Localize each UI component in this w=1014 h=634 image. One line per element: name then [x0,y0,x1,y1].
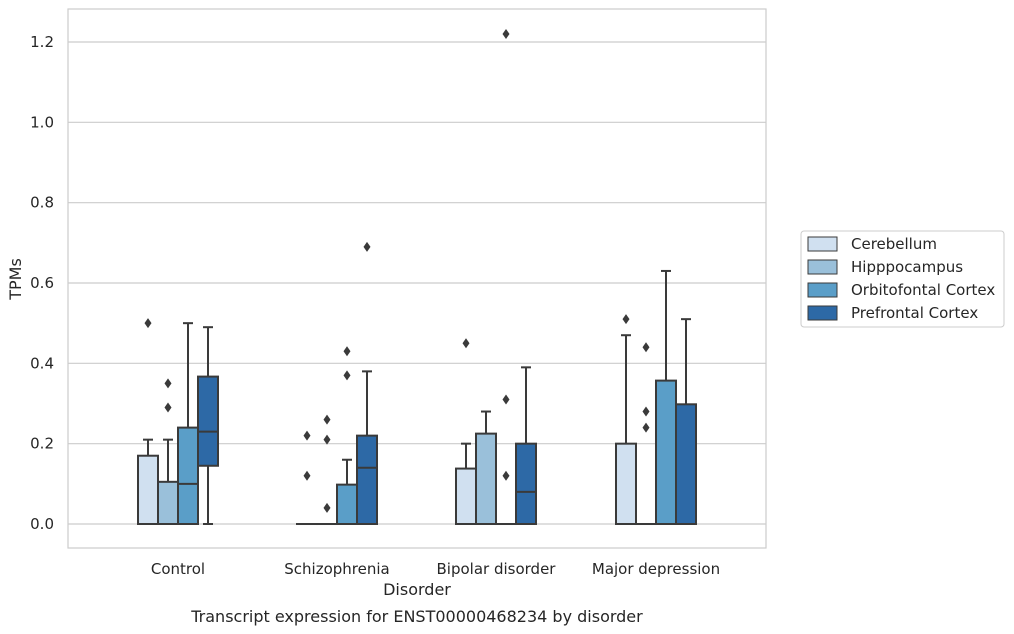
outlier-point [323,434,331,445]
box [515,442,537,525]
outlier-point [642,342,650,353]
box-hipppocampus [316,414,338,526]
legend-label: Cerebellum [851,235,937,253]
y-tick-label: 0.8 [30,194,54,212]
outlier-point [502,394,510,405]
outlier-point [642,406,650,417]
box [675,403,697,526]
box [336,483,358,525]
box-orbitofontal-cortex [336,346,358,525]
box-prefrontal-cortex [197,326,219,525]
box [655,379,677,526]
y-tick-label: 0.6 [30,274,54,292]
legend: Cerebellum Hipppocampus Orbitofontal Corte… [800,230,1005,328]
box [137,454,159,526]
box [197,375,219,467]
box-cerebellum [455,338,477,526]
box-orbitofontal-cortex [177,322,199,526]
outlier-point [164,402,172,413]
box-cerebellum [137,318,159,526]
box [475,432,497,525]
legend-swatch [807,305,838,321]
outlier-point [502,28,510,39]
legend-swatch [807,282,838,298]
legend-swatch [807,259,838,275]
x-tick-label: Bipolar disorder [437,560,557,578]
outlier-point [144,318,152,329]
outlier-point [323,414,331,425]
box-hipppocampus [475,410,497,525]
box-orbitofontal-cortex [495,28,517,526]
box [455,467,477,526]
box-prefrontal-cortex [675,318,697,526]
box-orbitofontal-cortex [655,269,677,526]
chart-caption: Transcript expression for ENST0000046823… [190,607,643,626]
outlier-point [462,338,470,349]
outlier-point [642,422,650,433]
box-cerebellum [296,430,318,526]
legend-label: Hipppocampus [851,258,963,276]
y-tick-label: 1.2 [30,33,54,51]
outlier-point [303,430,311,441]
outlier-point [622,314,630,325]
box [157,480,179,526]
plot-frame [67,8,767,549]
box [615,442,637,525]
outlier-point [502,470,510,481]
x-axis: Control Schizophrenia Bipolar disorder Majo… [151,560,720,578]
box-plots [137,28,697,526]
x-axis-title: Disorder [383,580,451,599]
legend-label: Orbitofontal Cortex [851,281,995,299]
box-prefrontal-cortex [515,366,537,525]
y-tick-label: 0.4 [30,354,54,372]
y-axis: 0.0 0.2 0.4 0.6 0.8 1.0 1.2 [30,33,54,533]
y-tick-label: 0.2 [30,435,54,453]
x-tick-label: Control [151,560,205,578]
x-tick-label: Major depression [592,560,720,578]
outlier-point [323,502,331,513]
outlier-point [343,346,351,357]
legend-frame [800,230,1005,328]
outlier-point [343,370,351,381]
box-prefrontal-cortex [356,241,378,525]
y-tick-label: 1.0 [30,113,54,131]
box-hipppocampus [635,342,657,526]
y-axis-title: TPMs [6,258,25,301]
box [356,434,378,525]
legend-label: Prefrontal Cortex [851,304,978,322]
outlier-point [164,378,172,389]
box-hipppocampus [157,378,179,526]
box-cerebellum [615,314,637,525]
x-tick-label: Schizophrenia [284,560,389,578]
outlier-point [303,470,311,481]
y-tick-label: 0.0 [30,515,54,533]
box [177,426,199,526]
legend-swatch [807,236,838,252]
outlier-point [363,241,371,252]
